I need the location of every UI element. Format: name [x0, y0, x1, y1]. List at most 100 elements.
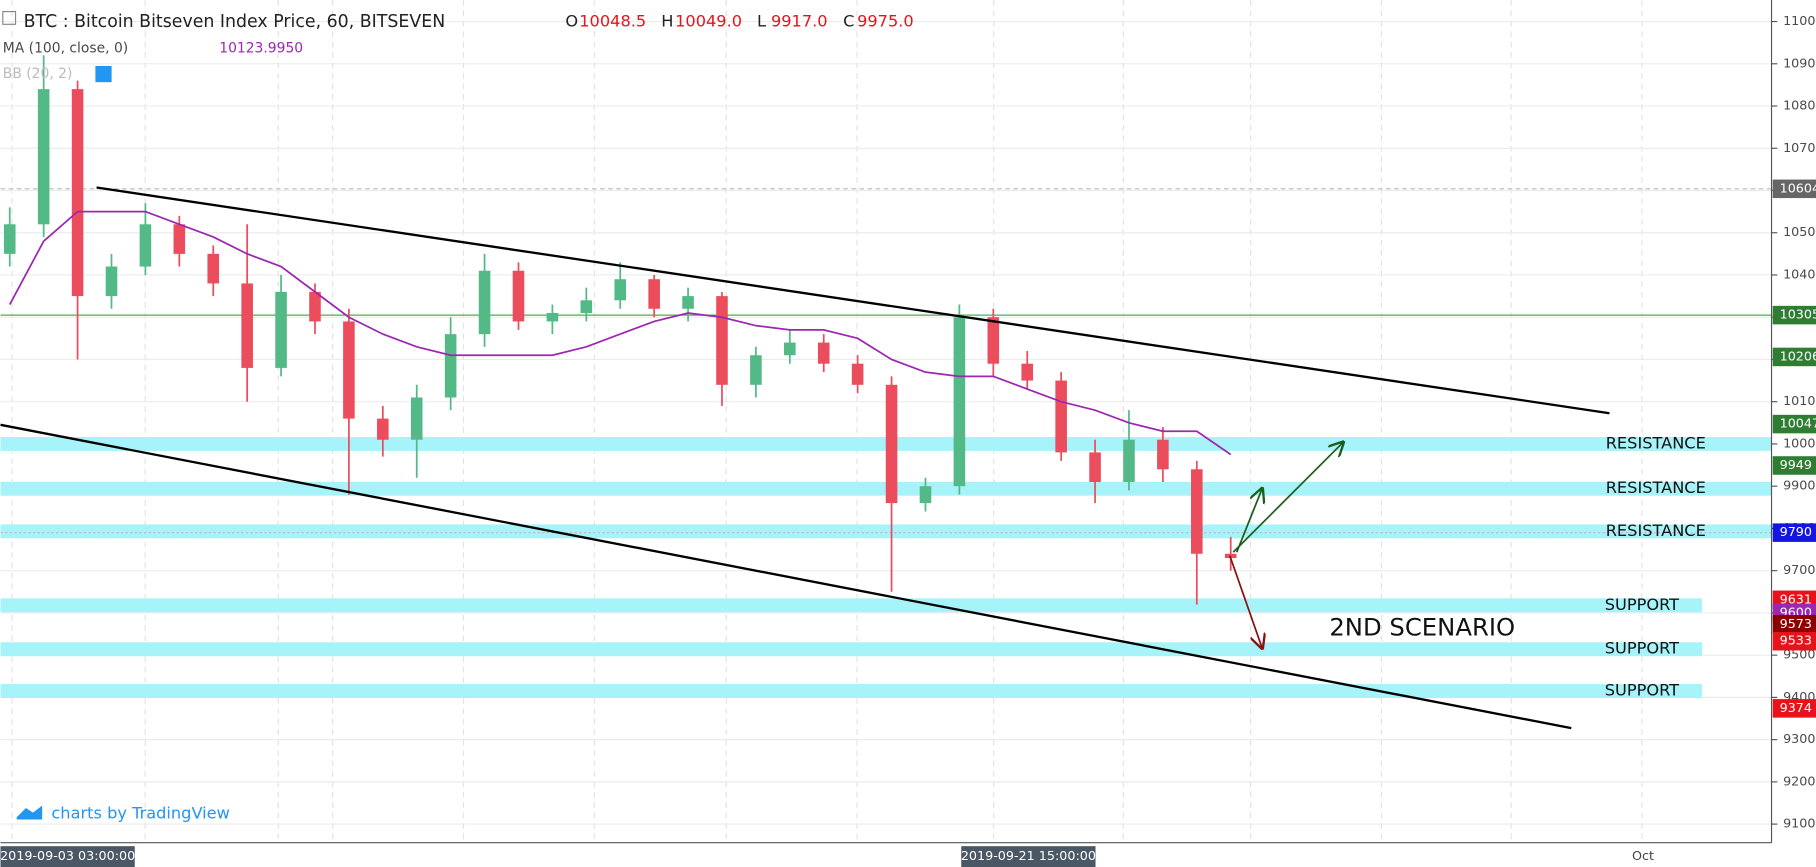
- ohlc-key: L: [757, 11, 766, 30]
- level-band: [0, 524, 1772, 539]
- price-tag-label: 10206: [1780, 349, 1816, 364]
- x-tick-label: 2019-09-21 15:00:00: [961, 849, 1096, 864]
- candle-body: [139, 224, 152, 267]
- y-tick-label: 10100: [1783, 394, 1816, 409]
- arrow: [1232, 442, 1343, 553]
- level-band: [0, 684, 1703, 698]
- ohlc-key: H: [661, 11, 673, 30]
- level-label: RESISTANCE: [1606, 521, 1706, 540]
- candle-body: [207, 253, 220, 284]
- candle-body: [512, 270, 525, 322]
- ohlc-value: 10049.0: [675, 11, 742, 30]
- ohlc-value: 10048.5: [579, 11, 646, 30]
- candle-body: [614, 279, 627, 301]
- candle-body: [682, 296, 694, 309]
- trend-line: [0, 423, 1572, 730]
- candle-body: [37, 89, 50, 225]
- candle-body: [241, 283, 253, 368]
- price-tag-label: 9533: [1780, 634, 1812, 649]
- price-tag-label: 10305: [1780, 308, 1816, 323]
- candle-body: [851, 363, 864, 385]
- price-tag-label: 9573: [1780, 617, 1812, 632]
- x-tick-label: 2019-09-03 03:00:00: [0, 849, 135, 864]
- candle-body: [1055, 380, 1067, 453]
- candle-body: [885, 384, 898, 504]
- indicator-value: 10123.9950: [219, 41, 303, 57]
- x-label-bg: [961, 846, 1096, 867]
- price-tag: [1772, 631, 1816, 651]
- candle-body: [1021, 363, 1034, 381]
- price-tag-label: 10047: [1780, 417, 1816, 432]
- candle-body: [444, 334, 457, 398]
- x-label-bg: [0, 846, 135, 867]
- price-tag: [1772, 456, 1816, 475]
- y-tick-label: 10000: [1783, 436, 1816, 451]
- candle-body: [987, 317, 1000, 364]
- candle-body: [580, 300, 593, 313]
- arrow: [1228, 555, 1262, 649]
- logo: [16, 805, 43, 820]
- level-label: SUPPORT: [1605, 595, 1679, 614]
- y-tick-label: 9100: [1783, 817, 1815, 832]
- candle-body: [1191, 469, 1203, 554]
- candle-body: [3, 224, 16, 254]
- candle-body: [953, 317, 966, 487]
- candle-body: [750, 355, 762, 385]
- price-tag: [1772, 305, 1816, 325]
- candle-body: [377, 418, 389, 440]
- y-tick-label: 9700: [1783, 563, 1815, 578]
- ohlc-value: 9917.0: [771, 11, 828, 30]
- price-tag-label: 9949: [1780, 458, 1812, 473]
- price-tag-label: 9631: [1780, 592, 1812, 607]
- candle-body: [173, 224, 186, 254]
- level-band: [0, 642, 1703, 657]
- vertical-grid: [11, 0, 1643, 843]
- collapse-icon[interactable]: [2, 10, 17, 25]
- y-tick-label: 11000: [1783, 14, 1816, 29]
- indicator-name: MA (100, close, 0): [3, 41, 128, 57]
- ohlc-value: 9975.0: [857, 11, 914, 30]
- price-tag: [1772, 615, 1816, 634]
- y-tick-label: 9300: [1783, 732, 1815, 747]
- price-tag: [1772, 414, 1816, 434]
- price-tag: [1772, 699, 1816, 718]
- price-tag: [1772, 523, 1816, 542]
- y-tick-label: 9900: [1783, 479, 1815, 494]
- watermark: charts by TradingView: [51, 803, 229, 822]
- price-tag: [1772, 179, 1816, 199]
- price-tag-label: 10604: [1780, 181, 1816, 196]
- candle-body: [309, 291, 321, 322]
- arrow: [1235, 488, 1262, 553]
- indicator-name: BB (20, 2): [3, 66, 73, 82]
- candle-body: [478, 270, 491, 335]
- candle-body: [343, 321, 355, 419]
- level-label: SUPPORT: [1605, 681, 1679, 700]
- y-tick-label: 9500: [1783, 648, 1815, 663]
- level-label: RESISTANCE: [1606, 433, 1706, 452]
- price-tag-label: 9790: [1780, 525, 1812, 540]
- eye-icon[interactable]: [95, 65, 112, 83]
- y-tick-label: 10400: [1783, 267, 1816, 282]
- candle-body: [784, 342, 796, 356]
- candle-body: [716, 296, 728, 385]
- candle-body: [1089, 452, 1101, 482]
- y-tick-label: 10900: [1783, 56, 1816, 71]
- level-label: SUPPORT: [1605, 639, 1679, 658]
- candle-body: [410, 397, 423, 440]
- candle-body: [648, 279, 660, 309]
- level-band: [0, 598, 1703, 613]
- y-tick-label: 9200: [1783, 774, 1815, 789]
- ma-line: [8, 210, 1232, 456]
- candle-body: [71, 89, 84, 297]
- ohlc-key: O: [565, 11, 578, 30]
- y-tick-label: 10500: [1783, 225, 1816, 240]
- level-label: RESISTANCE: [1606, 478, 1706, 497]
- candle-body: [105, 266, 118, 297]
- symbol-title: BTC : Bitcoin Bitseven Index Price, 60, …: [24, 12, 446, 32]
- annotation: 2ND SCENARIO: [1329, 613, 1515, 642]
- ohlc-key: C: [843, 11, 854, 30]
- x-tick-label: Oct: [1632, 849, 1654, 864]
- y-tick-label: 10700: [1783, 141, 1816, 156]
- candle-body: [275, 291, 287, 368]
